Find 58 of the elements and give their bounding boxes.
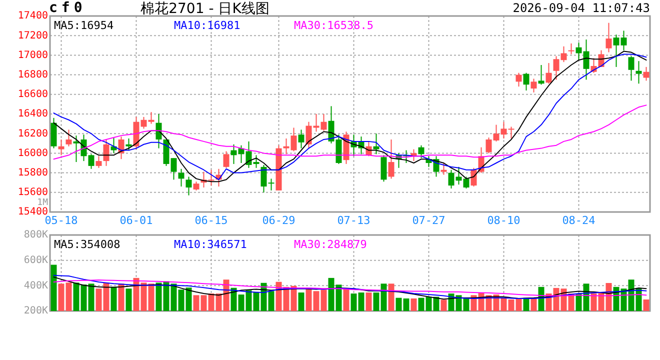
candlestick	[380, 154, 387, 182]
y-tick-label: 17000	[18, 50, 48, 61]
x-tick-label: 06-15	[194, 214, 228, 227]
candlestick	[58, 138, 64, 156]
annotation: cf0	[49, 0, 86, 16]
candlestick	[96, 156, 102, 168]
y-tick-label: 200K	[24, 306, 48, 317]
text: MA10:346571	[174, 238, 247, 252]
y-tick-label: 17400	[18, 10, 48, 22]
candlestick	[223, 150, 230, 168]
x-tick-label: 07-13	[337, 214, 370, 227]
candlestick	[373, 133, 380, 155]
candlestick	[636, 60, 642, 84]
candlestick	[186, 176, 192, 196]
x-tick-label: 07-27	[412, 214, 446, 227]
candlestick	[568, 42, 574, 55]
text: MA30:16538.5	[294, 19, 374, 32]
y-tick-label: 16200	[18, 128, 48, 140]
candlestick	[126, 138, 132, 151]
y-tick-label: 400K	[24, 280, 48, 292]
x-tick-label: 06-01	[120, 214, 153, 227]
candlestick	[418, 144, 424, 159]
y-tick-label: 16600	[18, 89, 48, 100]
chart-title: 棉花2701 - 日K线图	[140, 1, 270, 17]
candlestick	[538, 64, 544, 86]
text: 1M	[37, 198, 49, 208]
x-tick-label: 06-29	[262, 214, 296, 227]
y-tick-label: 15800	[18, 168, 48, 179]
line-series	[53, 279, 647, 296]
text: 2026-09-04 11:07:43	[512, 1, 650, 15]
text: MA30:284879	[294, 238, 367, 252]
y-tick-label: 16400	[18, 108, 48, 120]
candlestick	[298, 129, 304, 149]
candlestick	[523, 72, 530, 91]
candlestick	[440, 162, 447, 176]
y-tick-label: 16800	[18, 70, 48, 81]
candlestick	[50, 117, 57, 149]
candlestick	[530, 78, 537, 93]
x-tick-label: 08-24	[562, 214, 596, 227]
candlestick	[388, 138, 394, 180]
y-tick-label: 16000	[18, 148, 48, 159]
y-tick-label: 15600	[18, 187, 48, 198]
y-tick-label: 17200	[18, 30, 48, 42]
text: MA5:354008	[54, 238, 120, 252]
candlestick	[643, 66, 650, 82]
text: MA10:16981	[174, 19, 240, 32]
candlestick	[66, 129, 72, 147]
candlestick	[178, 168, 184, 188]
x-tick-label: 05-18	[44, 214, 78, 227]
candlestick	[516, 72, 522, 88]
candlestick	[103, 138, 110, 166]
y-tick-label: 600K	[24, 255, 48, 266]
candlestick	[628, 56, 634, 82]
candlestick	[546, 62, 552, 84]
x-tick-label: 08-10	[487, 214, 520, 227]
text: MA5:16954	[54, 19, 114, 32]
candlestick	[606, 22, 612, 53]
y-tick-label: 800K	[24, 230, 48, 241]
